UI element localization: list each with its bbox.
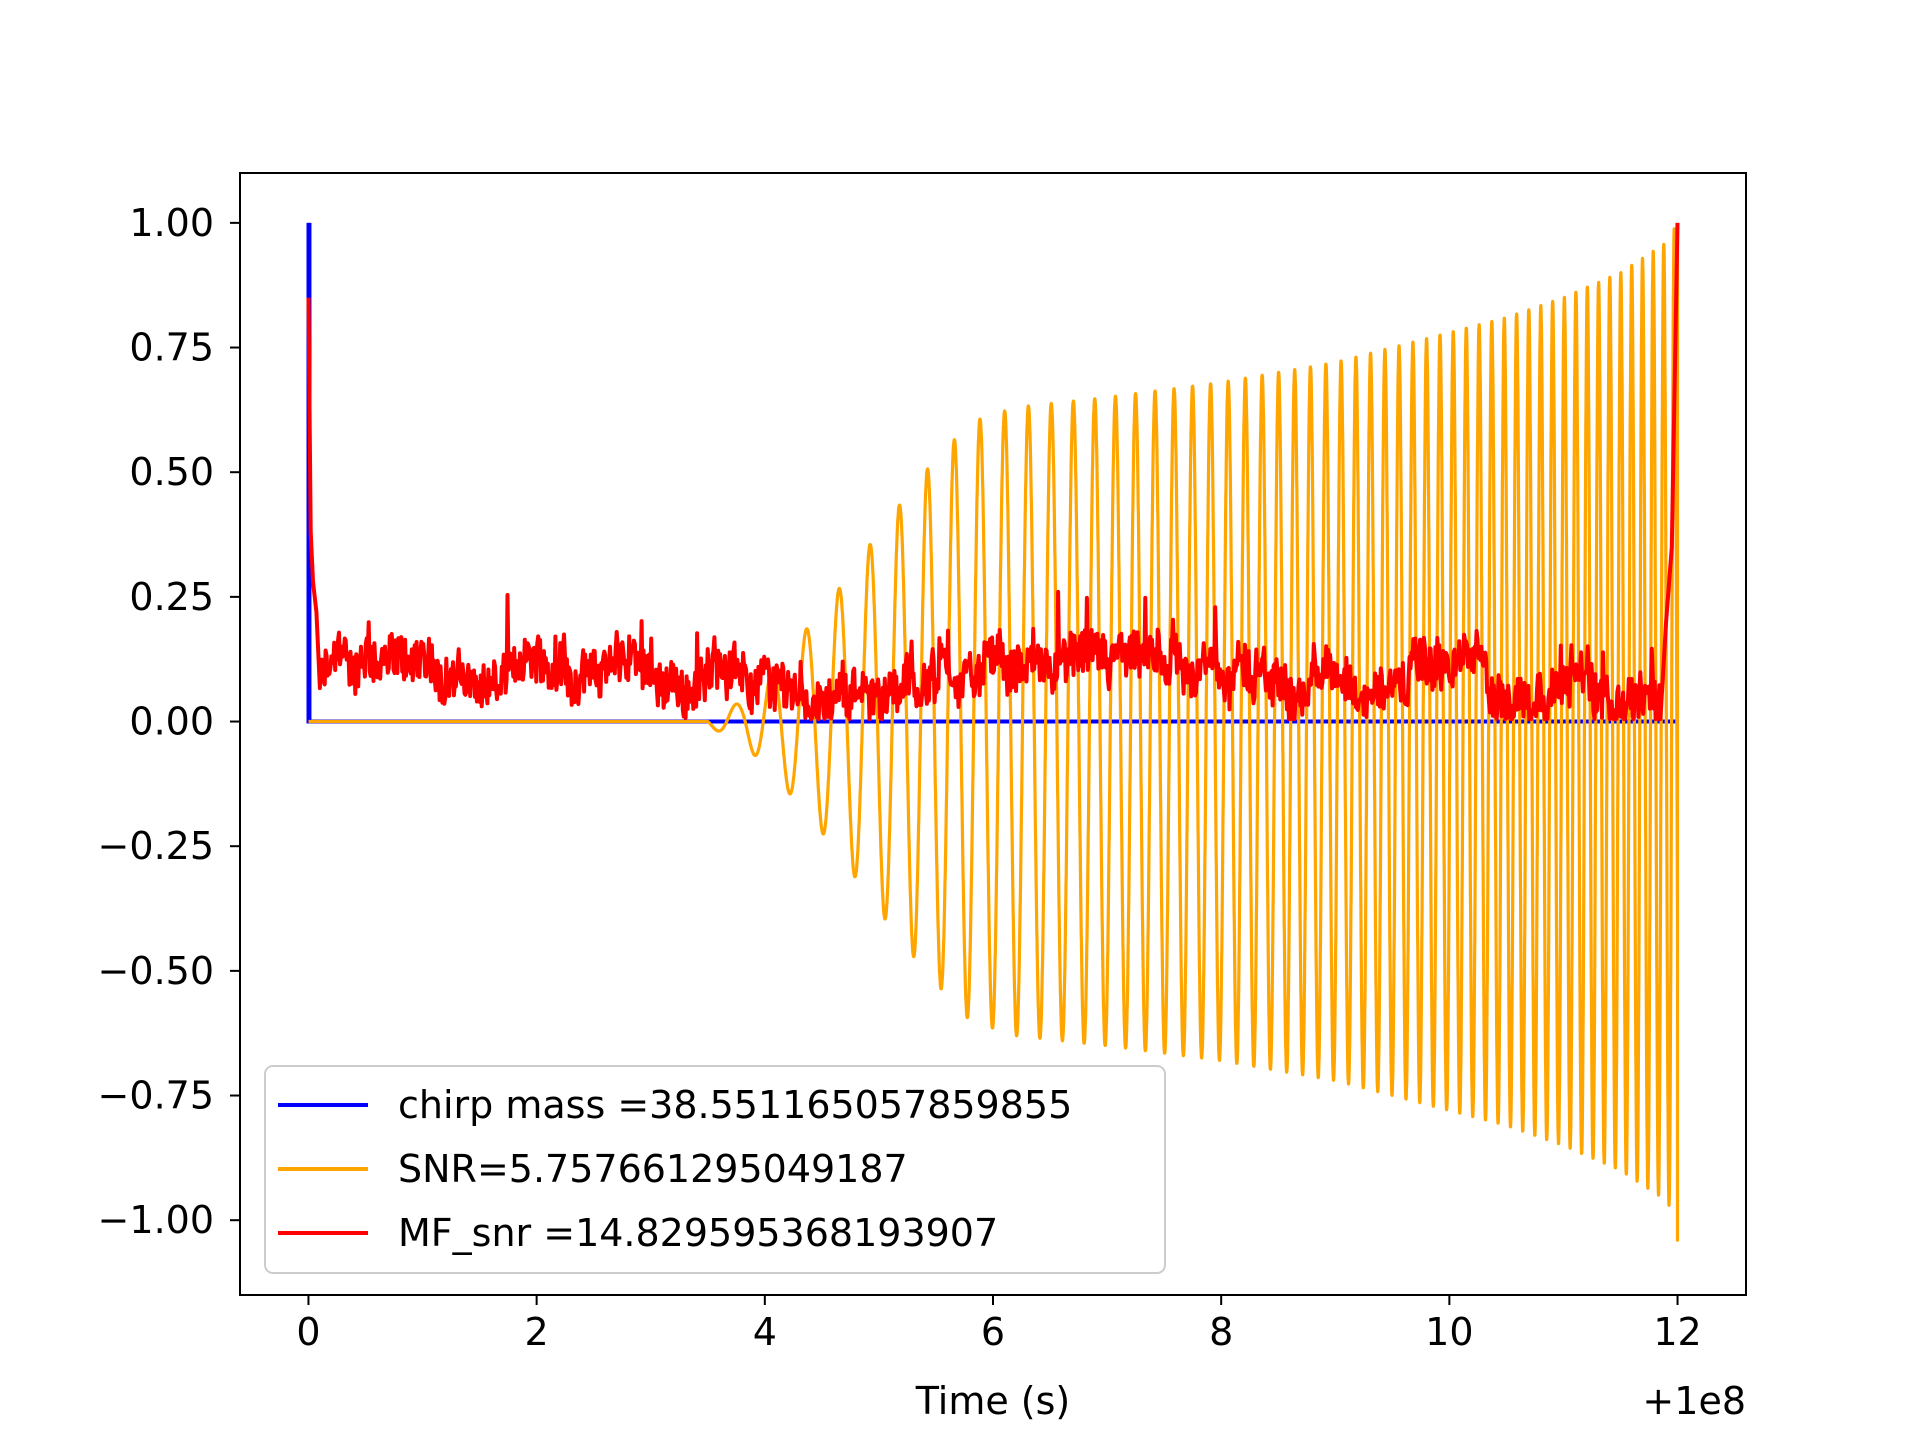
- x-offset-label: +1e8: [1642, 1379, 1746, 1423]
- y-tick-label: −0.25: [98, 824, 214, 868]
- y-tick-label: −0.50: [98, 949, 214, 993]
- series-line-mf-snr: [306, 222, 1680, 721]
- legend-label-mf-snr: MF_snr =14.829595368193907: [398, 1211, 998, 1255]
- series-line-snr: [308, 222, 1680, 1242]
- x-tick-label: 4: [753, 1310, 777, 1354]
- y-tick-label: −0.75: [98, 1074, 214, 1118]
- x-tick-label: 0: [296, 1310, 320, 1354]
- y-tick-label: 0.25: [129, 575, 214, 619]
- y-axis: 1.00 0.75 0.50 0.25 0.00 −0.25 −0.50 −0.75 −1.00: [98, 201, 240, 1242]
- y-tick-label: 1.00: [129, 201, 214, 245]
- x-tick-label: 10: [1425, 1310, 1473, 1354]
- x-axis-label: Time (s): [915, 1379, 1071, 1423]
- y-tick-label: −1.00: [98, 1198, 214, 1242]
- y-tick-label: 0.00: [129, 700, 214, 744]
- legend-box: [264, 1065, 1166, 1274]
- legend-label-chirp-mass: chirp mass =38.551165057859855: [398, 1083, 1072, 1127]
- y-tick-label: 0.50: [129, 450, 214, 494]
- x-tick-label: 12: [1653, 1310, 1701, 1354]
- legend-label-snr: SNR=5.757661295049187: [398, 1147, 908, 1191]
- x-axis: 0 2 4 6 8 10 12: [296, 1295, 1702, 1354]
- legend: chirp mass =38.551165057859855 SNR=5.757…: [264, 1065, 1166, 1274]
- x-tick-label: 2: [525, 1310, 549, 1354]
- y-tick-label: 0.75: [129, 326, 214, 370]
- x-tick-label: 8: [1209, 1310, 1233, 1354]
- x-tick-label: 6: [981, 1310, 1005, 1354]
- series-layer: [306, 222, 1680, 1242]
